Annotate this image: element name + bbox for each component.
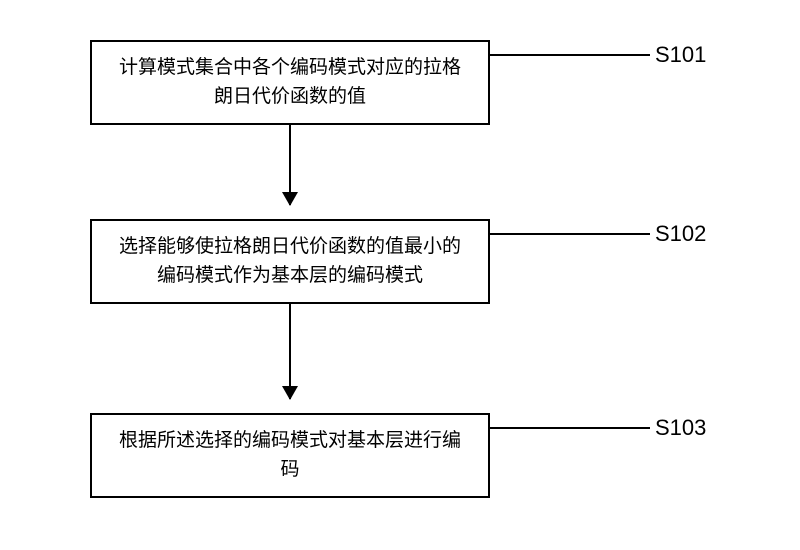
arrow-container-2	[90, 304, 490, 399]
arrow-container-1	[90, 125, 490, 205]
step-box-1: 计算模式集合中各个编码模式对应的拉格朗日代价函数的值	[90, 40, 490, 125]
flowchart-container: 计算模式集合中各个编码模式对应的拉格朗日代价函数的值 S101 选择能够使拉格朗…	[90, 40, 710, 498]
step-box-2: 选择能够使拉格朗日代价函数的值最小的编码模式作为基本层的编码模式	[90, 219, 490, 304]
step-label-1: S101	[655, 42, 706, 68]
label-connector-1	[490, 54, 650, 56]
flowchart-step-1: 计算模式集合中各个编码模式对应的拉格朗日代价函数的值 S101	[90, 40, 710, 125]
step-label-3: S103	[655, 415, 706, 441]
label-connector-2	[490, 233, 650, 235]
label-connector-3	[490, 427, 650, 429]
step-box-3: 根据所述选择的编码模式对基本层进行编码	[90, 413, 490, 498]
arrow-1	[289, 125, 291, 205]
step-text-2: 选择能够使拉格朗日代价函数的值最小的编码模式作为基本层的编码模式	[112, 233, 468, 290]
step-label-2: S102	[655, 221, 706, 247]
step-text-1: 计算模式集合中各个编码模式对应的拉格朗日代价函数的值	[112, 54, 468, 111]
flowchart-step-3: 根据所述选择的编码模式对基本层进行编码 S103	[90, 413, 710, 498]
step-text-3: 根据所述选择的编码模式对基本层进行编码	[112, 427, 468, 484]
arrow-2	[289, 304, 291, 399]
flowchart-step-2: 选择能够使拉格朗日代价函数的值最小的编码模式作为基本层的编码模式 S102	[90, 219, 710, 304]
